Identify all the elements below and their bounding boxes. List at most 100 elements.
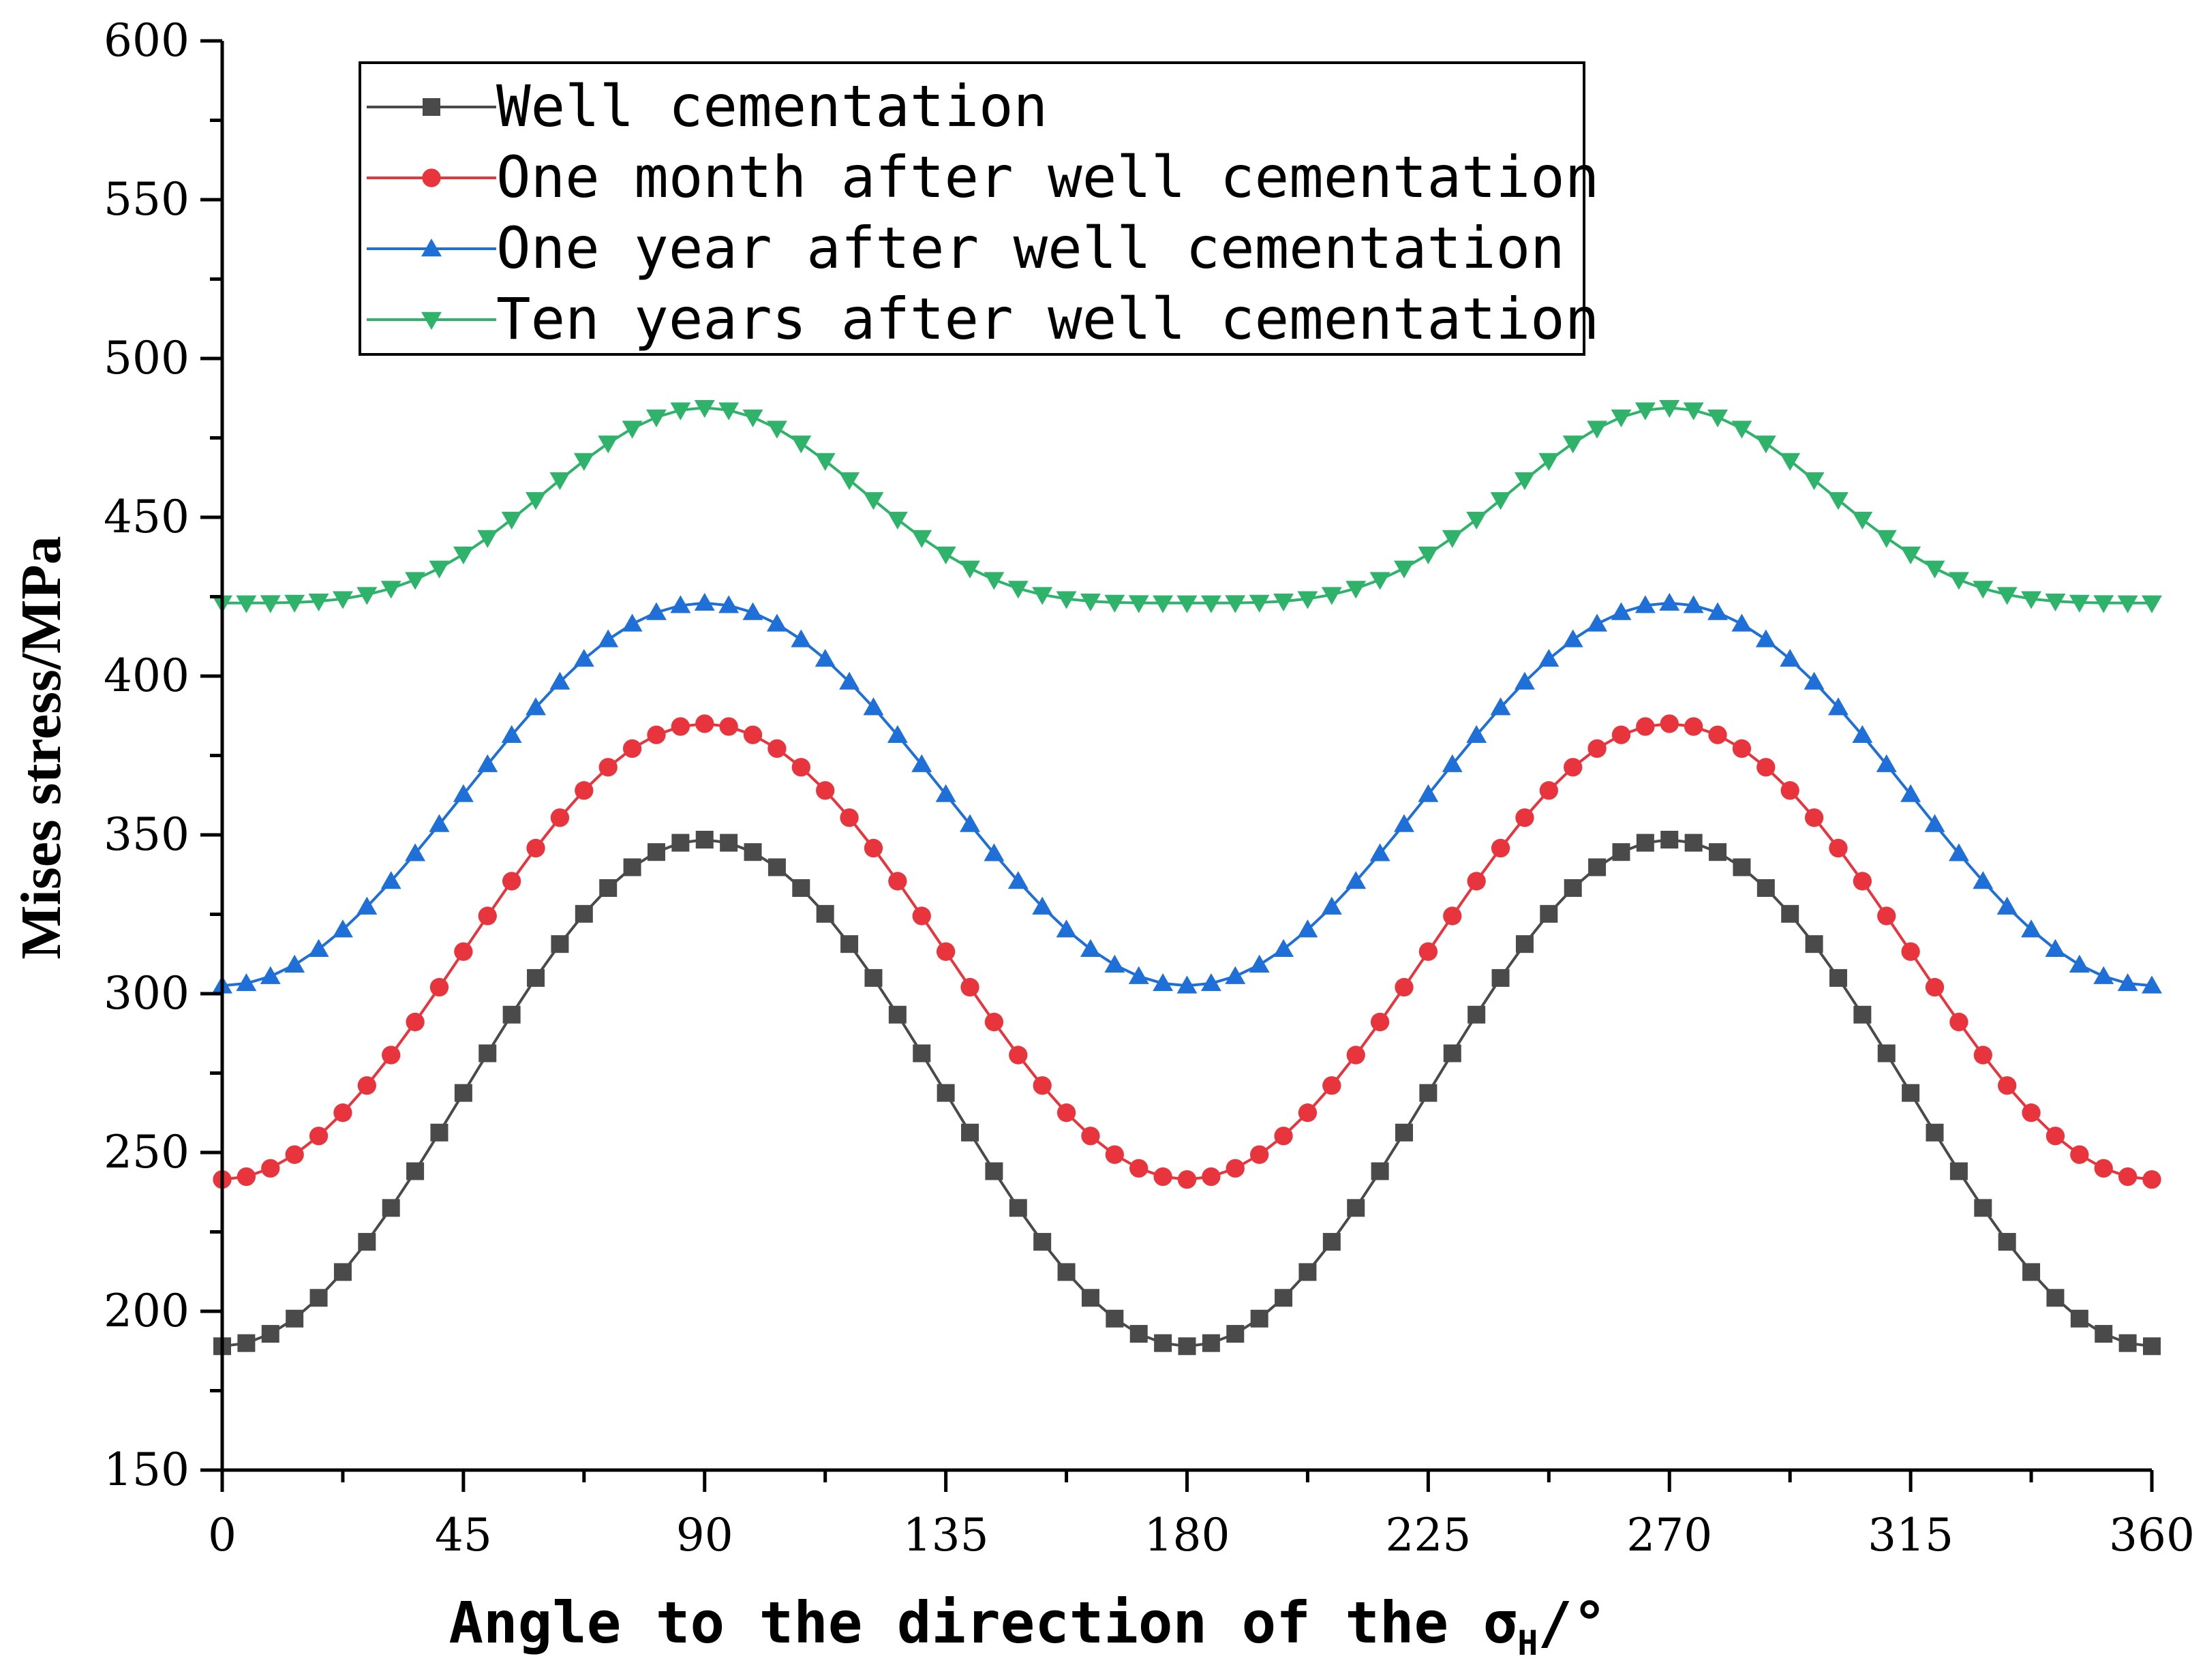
data-point — [573, 649, 594, 667]
data-point — [1514, 472, 1535, 491]
data-point — [694, 592, 715, 611]
data-point — [1081, 1289, 1099, 1307]
data-point — [1057, 1263, 1076, 1281]
data-point — [960, 560, 980, 579]
data-point — [1804, 808, 1824, 827]
legend-label: Ten years after well cementation — [496, 286, 1599, 352]
data-point — [2142, 975, 2162, 994]
data-point — [1611, 725, 1631, 744]
data-point — [1949, 1012, 1968, 1032]
data-point — [1081, 1127, 1100, 1146]
data-point — [791, 758, 810, 777]
x-axis-label-subscript: H — [1517, 1623, 1538, 1663]
data-point — [260, 595, 281, 613]
data-point — [1442, 530, 1463, 548]
data-point — [1709, 843, 1727, 861]
data-point — [719, 717, 738, 736]
data-point — [1780, 453, 1801, 471]
legend-item: Ten years after well cementation — [367, 286, 1599, 352]
data-point — [984, 843, 1005, 861]
data-point — [1056, 1103, 1076, 1122]
data-point — [1780, 649, 1801, 667]
data-point — [961, 1123, 979, 1142]
series-2 — [213, 714, 2161, 1189]
data-point — [888, 872, 907, 891]
data-point — [1636, 834, 1654, 852]
data-point — [1587, 739, 1607, 758]
data-point — [430, 1123, 448, 1142]
data-point — [863, 697, 884, 716]
data-point — [2022, 1103, 2041, 1122]
data-point — [1369, 843, 1390, 861]
data-point — [1829, 968, 1847, 987]
data-point — [1225, 595, 1246, 613]
data-point — [1345, 581, 1367, 599]
data-point — [1153, 1167, 1172, 1187]
data-point — [1587, 421, 1608, 439]
data-point — [308, 593, 329, 612]
data-point — [478, 1044, 497, 1063]
data-point — [1347, 1199, 1365, 1217]
data-point — [960, 814, 980, 832]
data-point — [1275, 1289, 1293, 1307]
data-point — [284, 594, 305, 613]
data-point — [1202, 1334, 1220, 1352]
data-point — [1804, 472, 1825, 491]
data-point — [1996, 896, 2018, 915]
data-point — [453, 784, 474, 802]
data-point — [1250, 1309, 1268, 1328]
data-point — [2142, 595, 2162, 613]
data-point — [2094, 1159, 2113, 1178]
data-point — [382, 1199, 400, 1217]
data-point — [1080, 938, 1101, 957]
data-point — [1466, 724, 1487, 744]
data-point — [1394, 814, 1414, 832]
data-point — [863, 492, 884, 510]
data-point — [718, 402, 740, 421]
data-point — [1634, 402, 1656, 421]
data-point — [911, 530, 932, 548]
legend-marker — [421, 239, 442, 257]
data-point — [1683, 402, 1704, 421]
data-point — [767, 739, 787, 758]
data-point — [236, 595, 257, 613]
data-point — [1249, 954, 1270, 973]
data-point — [1900, 784, 1921, 802]
data-point — [1009, 1199, 1027, 1217]
data-point — [1467, 872, 1486, 891]
data-point — [960, 977, 979, 997]
data-point — [598, 758, 618, 777]
data-point — [358, 1233, 376, 1251]
data-point — [1900, 546, 1921, 565]
data-point — [815, 453, 836, 471]
data-point — [1176, 595, 1198, 613]
data-point — [1540, 904, 1558, 923]
data-point — [1466, 511, 1487, 530]
data-point — [1853, 872, 1872, 891]
y-tick-label: 150 — [104, 1444, 189, 1496]
data-point — [791, 436, 812, 454]
data-point — [1781, 904, 1799, 923]
data-point — [1105, 1145, 1124, 1164]
data-point — [1683, 595, 1704, 613]
data-point — [694, 400, 715, 418]
data-point — [911, 754, 932, 772]
data-point — [1007, 871, 1029, 889]
data-point — [2117, 973, 2138, 992]
data-point — [237, 1334, 256, 1352]
data-point — [332, 919, 353, 938]
x-axis-label-suffix: /° — [1538, 1589, 1607, 1656]
data-point — [1564, 879, 1582, 897]
data-point — [1757, 758, 1776, 777]
data-point — [1634, 595, 1656, 613]
data-point — [1009, 1045, 1028, 1065]
data-point — [1828, 697, 1849, 716]
data-point — [1564, 758, 1583, 777]
data-point — [526, 492, 546, 510]
data-point — [332, 591, 353, 609]
data-point — [1321, 587, 1342, 605]
data-point — [1080, 593, 1101, 612]
data-point — [1443, 1044, 1461, 1063]
data-point — [815, 649, 836, 667]
